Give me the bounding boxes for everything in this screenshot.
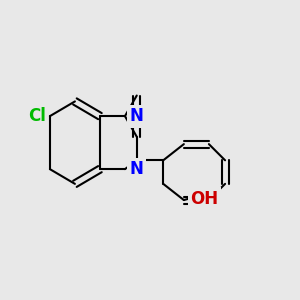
Text: Cl: Cl [28,107,46,125]
Text: N: N [130,160,144,178]
Text: N: N [130,107,144,125]
Text: OH: OH [190,190,218,208]
